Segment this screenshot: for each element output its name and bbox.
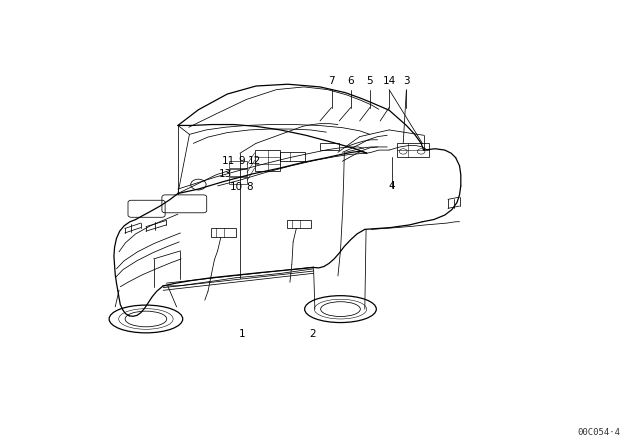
Text: 11: 11 [222,156,235,166]
Text: 14: 14 [383,76,396,86]
Text: 5: 5 [367,76,373,86]
Text: 9: 9 [239,156,245,166]
Text: 3: 3 [403,76,410,86]
Text: 6: 6 [348,76,354,86]
Text: 13: 13 [220,169,232,179]
Text: 2: 2 [309,329,316,339]
Text: 00C054·4: 00C054·4 [578,428,621,437]
Text: 12: 12 [248,156,261,166]
Text: 8: 8 [246,182,253,192]
Text: 4: 4 [388,181,395,191]
Text: 7: 7 [328,76,335,86]
Text: 10: 10 [230,182,243,192]
Text: 1: 1 [239,329,245,339]
